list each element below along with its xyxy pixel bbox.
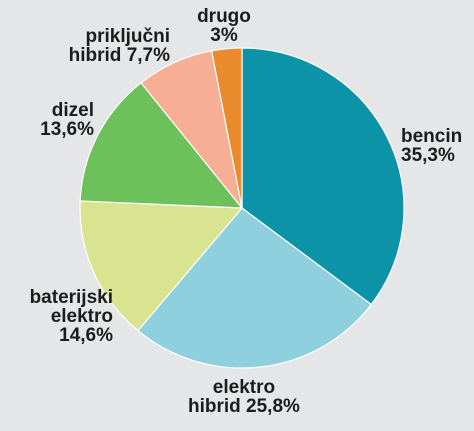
pie-slice-bencin [241,47,405,306]
label-dizel-line-1: dizel [51,100,94,121]
label-baterijski-elektro-line-2: elektro [50,306,113,327]
pie-slice-drugo [211,47,243,209]
label-elektro-hibrid: elektro hibrid 25,8% [188,378,300,416]
label-bencin: bencin 35,3% [401,127,462,165]
label-prikljucni-hibrid: priključni hibrid 7,7% [60,27,170,65]
label-drugo: drugo 3% [191,7,257,45]
pie-slice-dizel [79,82,243,209]
label-drugo-line-1: drugo [197,6,251,27]
label-baterijski-elektro-line-3: 14,6% [59,325,113,346]
label-drugo-line-2: 3% [210,25,238,46]
label-elektro-hibrid-line-1: elektro [212,377,276,398]
label-bencin-line-2: 35,3% [401,145,455,166]
label-baterijski-elektro-line-1: baterijski [29,287,113,308]
label-prikljucni-hibrid-line-2: hibrid 7,7% [68,45,170,66]
label-dizel-line-2: 13,6% [40,119,94,140]
label-prikljucni-hibrid-line-1: priključni [85,26,170,47]
pie-slice-elektro [137,207,372,369]
label-dizel: dizel 13,6% [14,101,94,139]
label-elektro-hibrid-line-2: hibrid 25,8% [188,396,300,417]
label-baterijski-elektro: baterijski elektro 14,6% [6,288,113,345]
pie-slice-baterijski [79,200,243,332]
label-bencin-line-1: bencin [401,126,463,147]
